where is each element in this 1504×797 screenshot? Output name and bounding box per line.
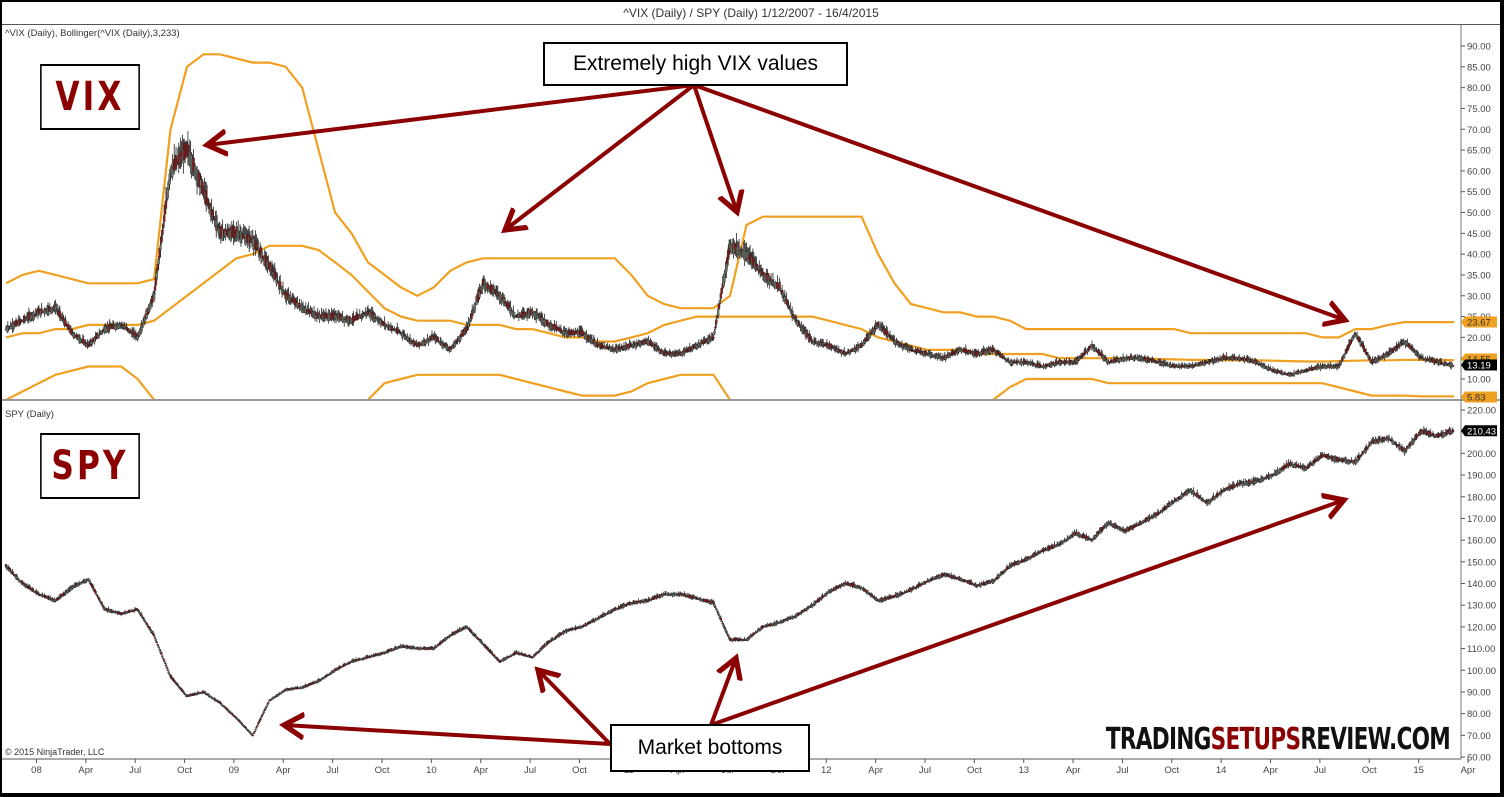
brand-watermark: TRADINGSETUPSREVIEW.COM [1105,722,1451,757]
vix-panel-label: ^VIX (Daily), Bollinger(^VIX (Daily),3,2… [5,28,180,39]
arrow-to-2011-vix-peak [692,84,737,212]
arrow-to-2008-vix-peak [207,83,695,145]
vix-series [4,53,1455,399]
brand-part-trading: TRADING [1105,722,1212,757]
annotation-arrows [207,83,1345,746]
spy-panel-label: SPY (Daily) [5,409,54,420]
arrow-to-2010-bottom [538,670,612,746]
brand-part-setups: SETUPS [1210,722,1301,757]
chart-title: ^VIX (Daily) / SPY (Daily) 1/12/2007 - 1… [2,2,1500,25]
arrow-to-2011-bottom [709,658,736,726]
copyright-notice: © 2015 NinjaTrader, LLC [5,747,105,757]
spy-series [4,426,1455,737]
brand-part-review: REVIEW.COM [1300,722,1450,757]
axis-ticks: 90.0085.0080.0075.0070.0065.0060.0055.00… [31,42,1496,777]
vix-ticker-label: VIX [40,64,140,130]
arrow-to-2009-bottom [284,725,611,746]
arrow-to-2014-bottom [710,500,1344,727]
arrow-to-2010-vix-peak [505,83,696,230]
spy-ticker-label: SPY [40,433,140,499]
arrow-to-2014-vix-peak [693,83,1345,320]
vix-callout-box: Extremely high VIX values [543,42,848,86]
spy-callout-box: Market bottoms [610,724,810,772]
